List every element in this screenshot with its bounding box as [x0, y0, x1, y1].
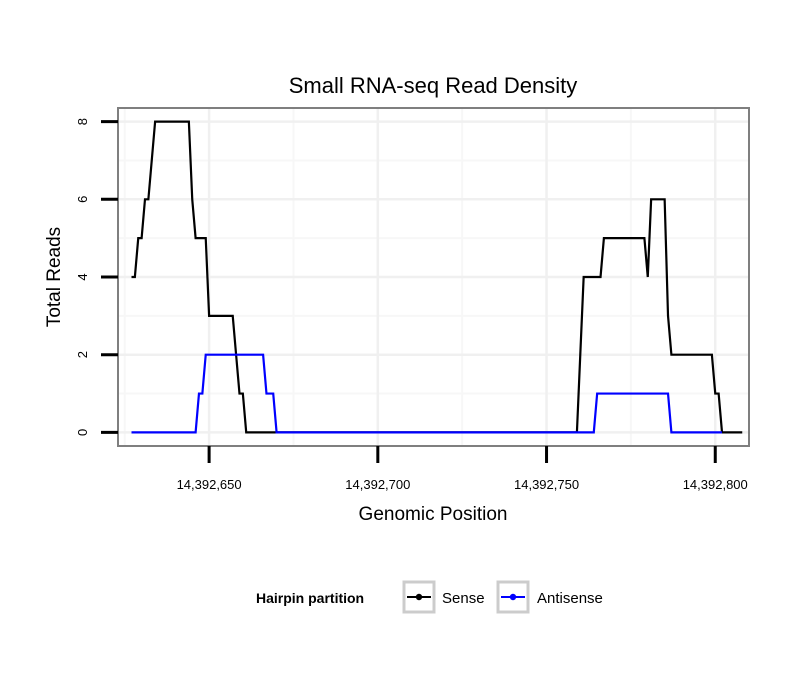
- series-line-sense: [131, 120, 743, 434]
- legend-label-sense: Sense: [442, 590, 485, 607]
- series-layer: [131, 120, 743, 434]
- y-axis-title: Total Reads: [44, 227, 65, 327]
- y-tick-label: 8: [75, 118, 90, 125]
- y-tick-label: 0: [75, 429, 90, 436]
- legend: Hairpin partition Sense Antisense: [256, 580, 603, 614]
- x-tick-label: 14,392,700: [345, 477, 410, 492]
- chart-title: Small RNA-seq Read Density: [289, 73, 578, 98]
- series-line-antisense: [131, 353, 723, 434]
- x-tick-label: 14,392,650: [177, 477, 242, 492]
- x-axis-title: Genomic Position: [359, 504, 508, 525]
- y-tick-label: 4: [75, 273, 90, 280]
- y-tick-label: 2: [75, 351, 90, 358]
- axes: 14,392,650 14,392,700 14,392,750 14,392,800…: [75, 118, 748, 492]
- legend-title: Hairpin partition: [256, 590, 364, 606]
- x-tick-label: 14,392,800: [683, 477, 748, 492]
- y-tick-label: 6: [75, 196, 90, 203]
- legend-key-antisense-point: [509, 593, 517, 601]
- x-tick-label: 14,392,750: [514, 477, 579, 492]
- legend-key-sense-point: [415, 593, 423, 601]
- grid-lines: [118, 108, 749, 446]
- legend-label-antisense: Antisense: [537, 590, 603, 607]
